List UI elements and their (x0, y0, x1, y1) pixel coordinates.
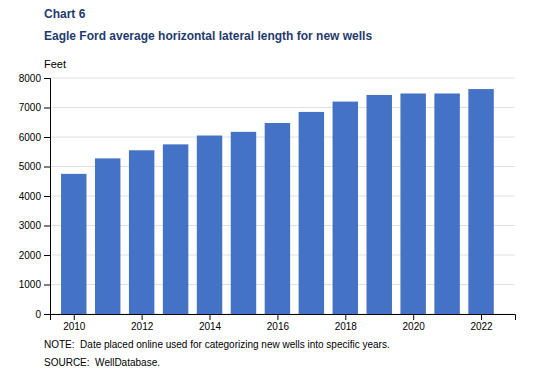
x-tick-mark (413, 314, 414, 320)
y-tick-mark (44, 196, 50, 197)
chart-label: Chart 6 (44, 7, 86, 21)
x-tick-label: 2012 (131, 321, 154, 332)
y-tick: 8000 (19, 73, 50, 84)
footnote: NOTE: Date placed online used for catego… (44, 339, 390, 350)
x-tick-mark (210, 314, 211, 320)
bar (231, 132, 256, 314)
y-tick: 3000 (19, 220, 50, 231)
grid (50, 78, 515, 314)
bar (163, 144, 188, 314)
x-tick-label: 2010 (63, 321, 86, 332)
x-axis: 2010 2012 2014 2016 2018 2020 2022 (51, 314, 516, 332)
x-tick-label: 2014 (199, 321, 222, 332)
plot-area: 2010 2012 2014 2016 2018 2020 2022 0 1000 2000 300… (19, 73, 516, 332)
y-tick-label: 7000 (19, 102, 42, 113)
y-axis-line (44, 79, 51, 315)
x-tick: 2018 (335, 314, 358, 332)
bar (333, 102, 358, 314)
y-tick-mark (44, 167, 50, 168)
bar (95, 158, 120, 314)
bar (265, 123, 290, 314)
x-tick-label: 2022 (470, 321, 493, 332)
bar (434, 93, 459, 314)
x-tick-label: 2018 (335, 321, 358, 332)
bar (197, 136, 222, 314)
x-tick-label: 2020 (403, 321, 426, 332)
x-tick: 2010 (63, 314, 86, 332)
bar (400, 93, 425, 314)
x-axis-line (51, 315, 516, 321)
x-tick-mark (277, 314, 278, 320)
y-tick-label: 6000 (19, 132, 42, 143)
chart: 2010 2012 2014 2016 2018 2020 2022 0 1000 2000 300… (0, 0, 533, 392)
x-tick: 2016 (267, 314, 290, 332)
y-tick-mark (44, 314, 50, 315)
y-tick-mark (44, 255, 50, 256)
bars (61, 89, 494, 314)
grid-line (50, 78, 515, 79)
y-axis: 0 1000 2000 3000 4000 5000 6000 7000 8000 (19, 73, 51, 320)
y-tick: 2000 (19, 250, 50, 261)
x-tick-label: 2016 (267, 321, 290, 332)
bar (61, 174, 86, 314)
x-tick-mark (481, 314, 482, 320)
y-tick-label: 5000 (19, 161, 42, 172)
y-axis-label: Feet (44, 58, 66, 70)
bar (468, 89, 493, 314)
y-tick: 1000 (19, 279, 50, 290)
y-tick-mark (44, 285, 50, 286)
y-tick: 5000 (19, 161, 50, 172)
x-tick-mark (345, 314, 346, 320)
bar (129, 150, 154, 314)
y-tick-label: 4000 (19, 191, 42, 202)
x-tick: 2014 (199, 314, 222, 332)
bar (367, 95, 392, 314)
y-tick: 7000 (19, 102, 50, 113)
y-tick-mark (44, 108, 50, 109)
footnote: SOURCE: WellDatabase. (44, 357, 160, 368)
x-tick-mark (74, 314, 75, 320)
y-tick: 6000 (19, 132, 50, 143)
x-tick-mark (142, 314, 143, 320)
y-tick: 0 (35, 309, 50, 320)
y-tick-label: 0 (35, 309, 41, 320)
x-tick: 2022 (470, 314, 493, 332)
title: Eagle Ford average horizontal lateral le… (44, 29, 372, 43)
bar (299, 112, 324, 314)
y-tick-mark (44, 226, 50, 227)
y-tick-label: 8000 (19, 73, 42, 84)
x-tick: 2012 (131, 314, 154, 332)
y-tick: 4000 (19, 191, 50, 202)
y-tick-label: 2000 (19, 250, 42, 261)
y-tick-label: 3000 (19, 220, 42, 231)
y-tick-mark (44, 137, 50, 138)
y-tick-mark (44, 78, 50, 79)
y-tick-label: 1000 (19, 279, 42, 290)
x-tick: 2020 (403, 314, 426, 332)
